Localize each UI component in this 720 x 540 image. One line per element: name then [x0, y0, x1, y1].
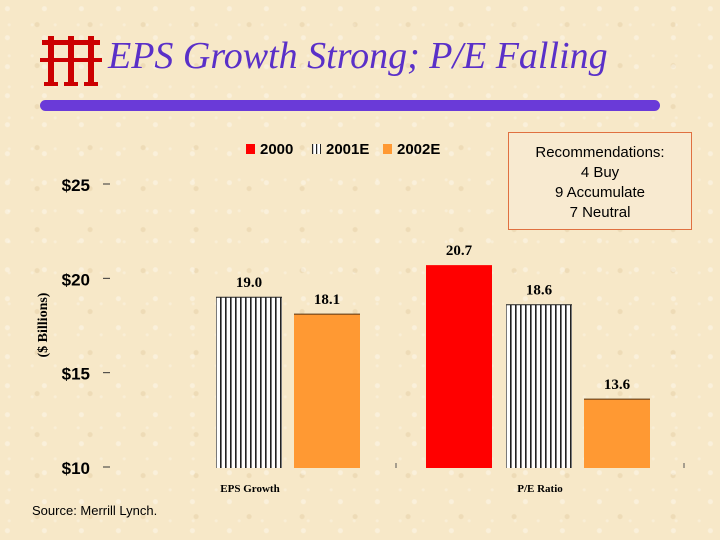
recommendations-heading: Recommendations: [535, 144, 665, 161]
recommendation-neutral: 7 Neutral [569, 204, 631, 221]
bar-eps-growth-2001e [216, 297, 282, 468]
source-note: Source: Merrill Lynch. [32, 503, 158, 518]
y-axis-label: ($ Billions) [36, 292, 51, 357]
recommendation-accumulate: 9 Accumulate [554, 184, 646, 201]
bar-eps-growth-2002e [294, 314, 360, 468]
title-underline [40, 100, 660, 111]
y-tick-label: $20 [62, 270, 90, 289]
recommendation-buy: 4 Buy [580, 164, 620, 181]
bar-p-e-ratio-2002e [584, 399, 650, 468]
x-category-label: P/E Ratio [517, 483, 563, 495]
legend-swatch-2001e [312, 144, 321, 154]
y-tick-label: $15 [62, 365, 90, 384]
recommendations-box: Recommendations: 4 Buy 9 Accumulate 7 Ne… [508, 132, 692, 230]
page-title: EPS Growth Strong; P/E Falling [108, 35, 608, 77]
legend-label-2002e: 2002E [397, 141, 440, 158]
y-tick-label: $25 [62, 176, 90, 195]
data-label: 18.1 [314, 292, 340, 308]
bar-p-e-ratio-2000 [426, 265, 492, 468]
data-label: 18.6 [526, 283, 553, 299]
company-logo [40, 36, 102, 86]
legend-swatch-2002e [383, 144, 392, 154]
legend-swatch-2000 [246, 144, 255, 154]
data-label: 13.6 [604, 377, 631, 393]
data-label: 19.0 [236, 275, 262, 291]
x-category-label: EPS Growth [220, 483, 279, 495]
data-label: 20.7 [446, 243, 473, 259]
bar-p-e-ratio-2001e [506, 304, 572, 468]
legend-label-2000: 2000 [260, 141, 293, 158]
y-tick-label: $10 [62, 459, 90, 478]
legend-label-2001e: 2001E [326, 141, 369, 158]
